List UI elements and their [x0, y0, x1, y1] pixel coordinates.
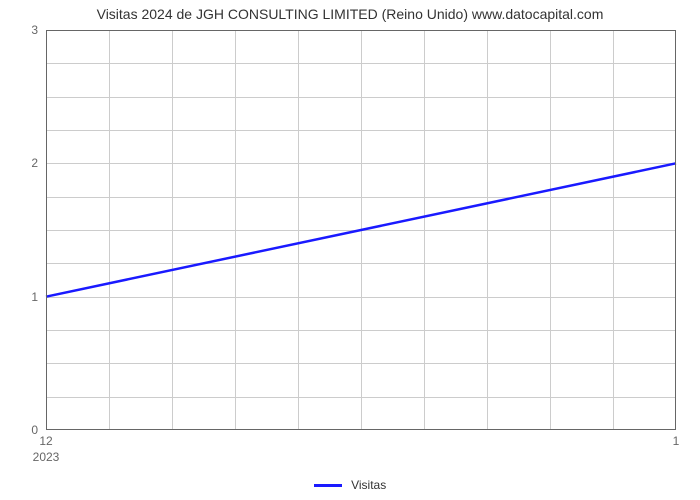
- y-tick-label: 3: [31, 23, 46, 37]
- x-tick-label: 1: [673, 430, 680, 448]
- legend-swatch: [314, 484, 342, 487]
- line-chart: Visitas 2024 de JGH CONSULTING LIMITED (…: [0, 0, 700, 500]
- y-tick-label: 2: [31, 156, 46, 170]
- legend-label: Visitas: [351, 478, 386, 492]
- data-series: [46, 30, 676, 430]
- series-line: [46, 163, 676, 296]
- y-tick-label: 1: [31, 290, 46, 304]
- legend: Visitas: [0, 478, 700, 492]
- chart-title: Visitas 2024 de JGH CONSULTING LIMITED (…: [0, 6, 700, 22]
- plot-area: 0123 1212023: [46, 30, 676, 430]
- x-sub-label: 2023: [33, 430, 60, 464]
